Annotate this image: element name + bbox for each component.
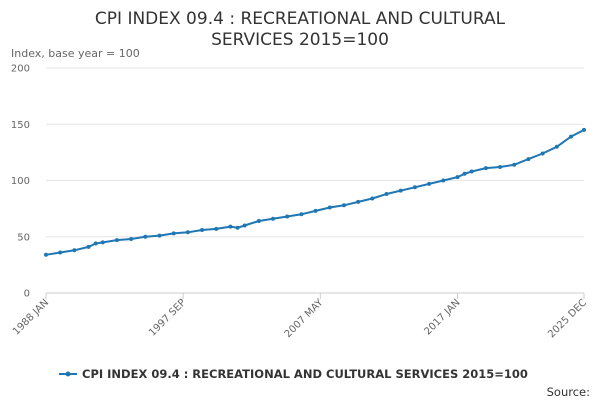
y-tick-label: 150 [11, 120, 30, 131]
chart-title-line1: CPI INDEX 09.4 : RECREATIONAL AND CULTUR… [95, 9, 506, 29]
data-point[interactable] [469, 169, 474, 174]
grid-lines [46, 67, 584, 238]
data-point[interactable] [58, 250, 63, 255]
data-point[interactable] [398, 188, 403, 193]
data-point[interactable] [299, 212, 304, 217]
data-point[interactable] [72, 248, 77, 253]
data-point[interactable] [157, 233, 162, 238]
data-point[interactable] [313, 208, 318, 213]
chart-title-line2: SERVICES 2015=100 [211, 30, 389, 50]
legend-label: CPI INDEX 09.4 : RECREATIONAL AND CULTUR… [82, 367, 528, 381]
data-point[interactable] [341, 203, 346, 208]
data-point[interactable] [427, 181, 432, 186]
data-point[interactable] [271, 216, 276, 221]
data-point[interactable] [526, 157, 531, 162]
data-point[interactable] [285, 214, 290, 219]
x-ticks: 1988 JAN 1997 SEP 2007 MAY 2017 JAN 2025 DEC [11, 293, 589, 340]
data-point[interactable] [384, 192, 389, 196]
data-point[interactable] [498, 165, 503, 169]
y-axis-label: Index, base year = 100 [11, 47, 140, 60]
legend[interactable]: CPI INDEX 09.4 : RECREATIONAL AND CULTUR… [59, 367, 528, 381]
data-point[interactable] [93, 241, 98, 246]
data-point[interactable] [200, 228, 205, 232]
data-point[interactable] [441, 178, 446, 183]
data-point[interactable] [214, 226, 219, 231]
data-point[interactable] [100, 240, 105, 245]
x-tick-label: 2007 MAY [283, 297, 326, 340]
series-line [45, 129, 585, 256]
data-point[interactable] [356, 199, 361, 204]
y-tick-label: 200 [11, 64, 30, 75]
data-point[interactable] [114, 238, 119, 243]
data-point[interactable] [327, 205, 332, 210]
data-point[interactable] [540, 151, 545, 156]
x-tick-label: 1997 SEP [147, 297, 188, 338]
data-point[interactable] [582, 127, 586, 132]
data-point[interactable] [171, 231, 176, 236]
data-point[interactable] [86, 244, 91, 249]
y-tick-label: 100 [11, 176, 30, 187]
data-point[interactable] [235, 225, 240, 230]
x-tick-label: 2017 JAN [422, 297, 462, 337]
x-tick-label: 2025 DEC [546, 297, 589, 340]
data-point[interactable] [129, 237, 134, 241]
data-point[interactable] [568, 134, 573, 139]
data-point[interactable] [512, 162, 517, 167]
data-point[interactable] [483, 166, 488, 171]
data-point[interactable] [256, 219, 261, 223]
data-point[interactable] [44, 252, 48, 257]
data-point[interactable] [370, 196, 375, 201]
y-tick-label: 50 [17, 232, 30, 243]
source-label: Source: [547, 385, 590, 399]
y-tick-label: 0 [24, 289, 30, 300]
data-point[interactable] [185, 230, 190, 235]
series-layer [44, 127, 586, 257]
data-point[interactable] [242, 223, 247, 228]
x-tick-label: 1988 JAN [11, 297, 51, 337]
data-point[interactable] [462, 171, 467, 176]
y-tick-labels: 0 50 100 150 200 [11, 64, 30, 300]
data-point[interactable] [455, 175, 460, 180]
data-point[interactable] [143, 234, 148, 239]
legend-point-marker [65, 371, 71, 377]
data-point[interactable] [228, 224, 233, 229]
data-point[interactable] [554, 144, 559, 149]
data-point[interactable] [412, 185, 417, 190]
